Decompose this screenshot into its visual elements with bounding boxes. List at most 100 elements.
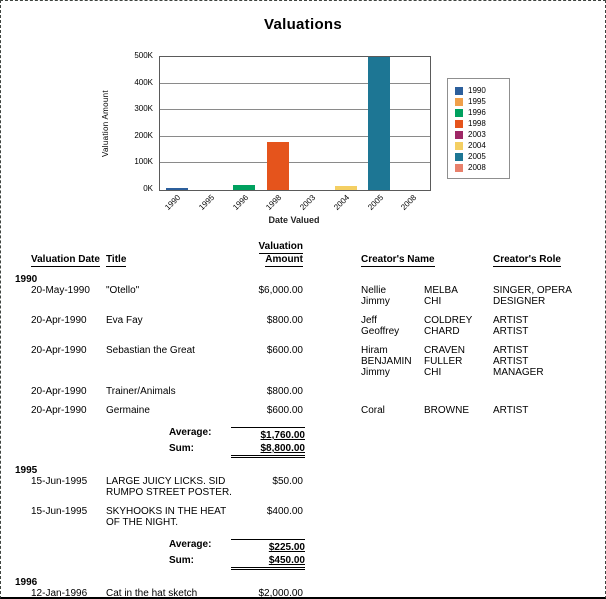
cell-valuation-date: 20-Apr-1990 [1, 405, 106, 416]
cell-title: Sebastian the Great [106, 345, 236, 378]
x-axis-title: Date Valued [268, 215, 320, 225]
group-year-label: 1990 [15, 274, 38, 285]
cell-creator-roles: ARTIST ARTIST [493, 315, 601, 337]
cell-title: "Otello" [106, 285, 236, 307]
cell-valuation-date: 20-May-1990 [1, 285, 106, 307]
plot-area [159, 56, 431, 191]
table-row: 15-Jun-1995 LARGE JUICY LICKS. SID RUMPO … [1, 476, 605, 498]
cell-valuation-amount: $50.00 [236, 476, 303, 498]
creator-role: DESIGNER [493, 296, 546, 307]
cell-creator-roles [493, 506, 601, 528]
bar-1996 [233, 185, 256, 190]
legend-item: 1996 [455, 107, 503, 118]
cell-valuation-date: 20-Apr-1990 [1, 345, 106, 378]
legend-swatch-1996 [455, 108, 463, 117]
valuation-amount: $600.00 [266, 405, 303, 416]
creator-role: MANAGER [493, 367, 544, 378]
legend-swatch-1998 [455, 119, 463, 128]
cell-valuation-date: 20-Apr-1990 [1, 315, 106, 337]
valuation-amount: $50.00 [272, 476, 303, 487]
creator-first-name: Nellie [361, 285, 387, 296]
legend-swatch-2004 [455, 141, 463, 150]
creator-role: SINGER, OPERA [493, 285, 572, 296]
cell-creator-first-names [361, 588, 424, 597]
creator-last-name: CRAVEN [424, 345, 465, 356]
cell-creator-last-names: COLDREY CHARD [424, 315, 493, 337]
creator-last-name: CHI [424, 367, 442, 378]
item-title: LARGE JUICY LICKS. SID RUMPO STREET POST… [106, 476, 232, 498]
header-valuation-amount-line1: Valuation [258, 241, 303, 254]
cell-spacer [303, 506, 361, 528]
cell-valuation-date: 15-Jun-1995 [1, 476, 106, 498]
creator-first-name: Jimmy [361, 367, 390, 378]
bar-1990 [165, 188, 188, 190]
cell-creator-last-names: BROWNE [424, 405, 493, 416]
item-title: Eva Fay [106, 315, 143, 326]
cell-creator-roles [493, 476, 601, 498]
creator-first-name: Geoffrey [361, 326, 400, 337]
group-sum-row: Sum: $8,800.00 [1, 443, 605, 458]
item-title: Sebastian the Great [106, 345, 195, 356]
average-value: $1,760.00 [231, 427, 305, 441]
table-body: 1990 20-May-1990 "Otello" $6,000.00 Nellie Ji… [1, 274, 605, 599]
header-cell-creators-name: Creator's Name [361, 254, 493, 267]
creator-last-name: CHARD [424, 326, 460, 337]
cell-valuation-amount: $6,000.00 [236, 285, 304, 307]
legend-label: 1998 [468, 118, 486, 128]
header-cell-valuation-amount: Valuation Amount [236, 241, 303, 267]
x-tick-label: 1998 [264, 193, 284, 212]
header-cell-creators-role: Creator's Role [493, 254, 601, 267]
creator-role: ARTIST [493, 326, 529, 337]
valuation-date: 20-Apr-1990 [31, 345, 87, 356]
table-row: 20-Apr-1990 Eva Fay $800.00 Jeff Geoffrey COL… [1, 315, 605, 337]
table-row: 20-Apr-1990 Sebastian the Great $600.00 Hir… [1, 345, 605, 378]
valuation-date: 20-May-1990 [31, 285, 90, 296]
sum-label: Sum: [169, 555, 194, 566]
item-title: Cat in the hat sketch [106, 588, 198, 599]
cell-creator-roles: ARTIST [493, 405, 601, 416]
creator-last-name: FULLER [424, 356, 463, 367]
x-tick-label: 2003 [298, 193, 318, 212]
cell-creator-first-names: Coral [361, 405, 424, 416]
header-creators-name-label: Creator's Name [361, 254, 435, 267]
legend-swatch-1990 [455, 86, 463, 95]
legend-item: 2003 [455, 129, 503, 140]
chart-title: Valuations [263, 16, 343, 33]
x-tick-label: 1995 [197, 193, 216, 212]
table-row: 20-Apr-1990 Germaine $600.00 Coral BROWNE ART… [1, 405, 605, 416]
legend-swatch-2003 [455, 130, 463, 139]
creator-last-name: COLDREY [424, 315, 473, 326]
sum-label: Sum: [169, 443, 194, 454]
cell-creator-first-names [361, 506, 424, 528]
legend-label: 2004 [468, 140, 486, 150]
header-creators-role-label: Creator's Role [493, 254, 561, 267]
group-average-row: Average: $225.00 [1, 539, 605, 553]
legend-label: 1990 [468, 85, 486, 95]
group-sum-row: Sum: $450.00 [1, 555, 605, 570]
cell-creator-last-names: CRAVEN FULLER CHI [424, 345, 493, 378]
valuation-date: 20-Apr-1990 [31, 386, 87, 397]
valuation-amount: $2,000.00 [258, 588, 304, 599]
header-valuation-amount-line2: Amount [265, 254, 303, 267]
x-tick-label: 1990 [163, 193, 183, 212]
summary-spacer [1, 555, 169, 570]
creator-first-name: Coral [361, 405, 385, 416]
legend-label: 1995 [468, 96, 486, 106]
valuation-date: 15-Jun-1995 [31, 506, 88, 517]
cell-title: Trainer/Animals [106, 386, 236, 397]
legend-swatch-2008 [455, 163, 463, 172]
cell-spacer [303, 285, 361, 307]
cell-spacer [303, 405, 361, 416]
legend-label: 2005 [468, 151, 486, 161]
cell-spacer [303, 315, 361, 337]
legend-swatch-1995 [455, 97, 463, 106]
valuation-date: 15-Jun-1995 [31, 476, 88, 487]
y-axis-title: Valuation Amount [101, 90, 110, 157]
cell-creator-roles [493, 588, 601, 597]
legend-item: 1990 [455, 85, 503, 96]
header-title-label: Title [106, 254, 127, 267]
x-tick-label: 2008 [399, 193, 419, 212]
cell-creator-last-names [424, 476, 493, 498]
creator-first-name: BENJAMIN [361, 356, 412, 367]
legend-item: 1995 [455, 96, 503, 107]
